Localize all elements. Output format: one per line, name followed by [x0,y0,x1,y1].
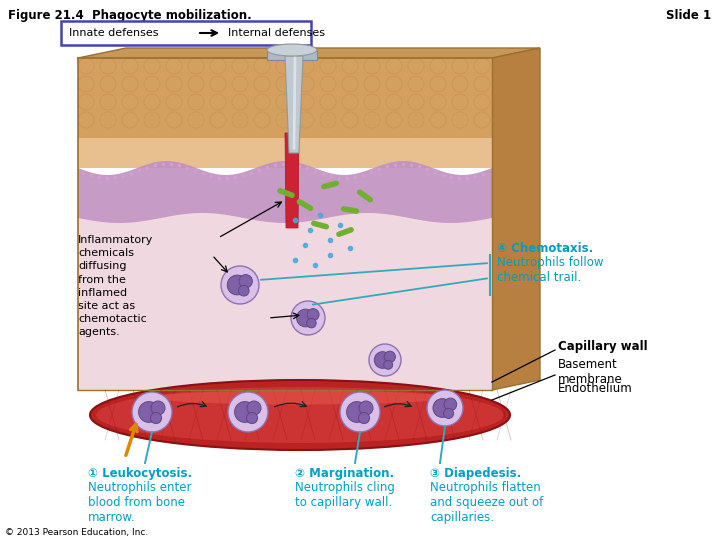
Circle shape [221,266,259,304]
Ellipse shape [267,44,317,56]
Text: Endothelium: Endothelium [558,382,633,395]
Text: Internal defenses: Internal defenses [228,28,325,38]
Ellipse shape [153,390,447,404]
Ellipse shape [90,380,510,450]
Polygon shape [78,138,492,168]
Text: Neutrophils flatten
and squeeze out of
capillaries.: Neutrophils flatten and squeeze out of c… [430,481,544,524]
Text: Slide 1: Slide 1 [666,9,711,22]
Circle shape [239,274,252,288]
Text: Neutrophils enter
blood from bone
marrow.: Neutrophils enter blood from bone marrow… [88,481,192,524]
Circle shape [238,285,249,296]
Circle shape [291,301,325,335]
Text: ③ Diapedesis.: ③ Diapedesis. [430,467,521,480]
Text: Neutrophils follow
chemical trail.: Neutrophils follow chemical trail. [497,256,603,284]
Text: ④ Chemotaxis.: ④ Chemotaxis. [497,242,593,255]
Circle shape [151,401,165,415]
Text: Figure 21.4  Phagocyte mobilization.: Figure 21.4 Phagocyte mobilization. [8,9,252,22]
Ellipse shape [96,387,504,443]
Text: ① Leukocytosis.: ① Leukocytosis. [88,467,192,480]
Text: Inflammatory
chemicals
diffusing
from the
inflamed
site act as
chemotactic
agent: Inflammatory chemicals diffusing from th… [78,235,153,338]
Text: © 2013 Pearson Education, Inc.: © 2013 Pearson Education, Inc. [5,528,148,537]
Polygon shape [78,58,492,138]
Circle shape [246,413,258,423]
Polygon shape [78,213,492,390]
Text: Innate defenses: Innate defenses [69,28,158,38]
Polygon shape [267,50,317,60]
Circle shape [297,309,315,327]
Circle shape [235,402,256,422]
Text: Neutrophils cling
to capillary wall.: Neutrophils cling to capillary wall. [295,481,395,509]
Circle shape [346,402,367,422]
Polygon shape [78,48,540,58]
Circle shape [247,401,261,415]
Circle shape [132,392,172,432]
FancyBboxPatch shape [61,21,311,45]
Circle shape [228,392,268,432]
Text: ② Margination.: ② Margination. [295,467,394,480]
Circle shape [433,399,451,417]
Polygon shape [285,133,299,228]
Circle shape [307,319,316,328]
Circle shape [444,398,456,411]
Circle shape [359,413,369,423]
Circle shape [374,352,391,368]
Circle shape [228,275,247,295]
Circle shape [359,401,373,415]
Circle shape [150,413,161,423]
Polygon shape [492,48,540,390]
Circle shape [307,309,319,321]
Text: Basement
membrane: Basement membrane [558,358,623,386]
Text: Capillary wall: Capillary wall [558,340,647,353]
Polygon shape [285,56,303,153]
Circle shape [340,392,380,432]
Circle shape [427,390,463,426]
Circle shape [369,344,401,376]
Polygon shape [78,161,492,223]
Circle shape [138,402,159,422]
Circle shape [384,351,395,362]
Circle shape [444,408,454,418]
Circle shape [384,360,392,369]
